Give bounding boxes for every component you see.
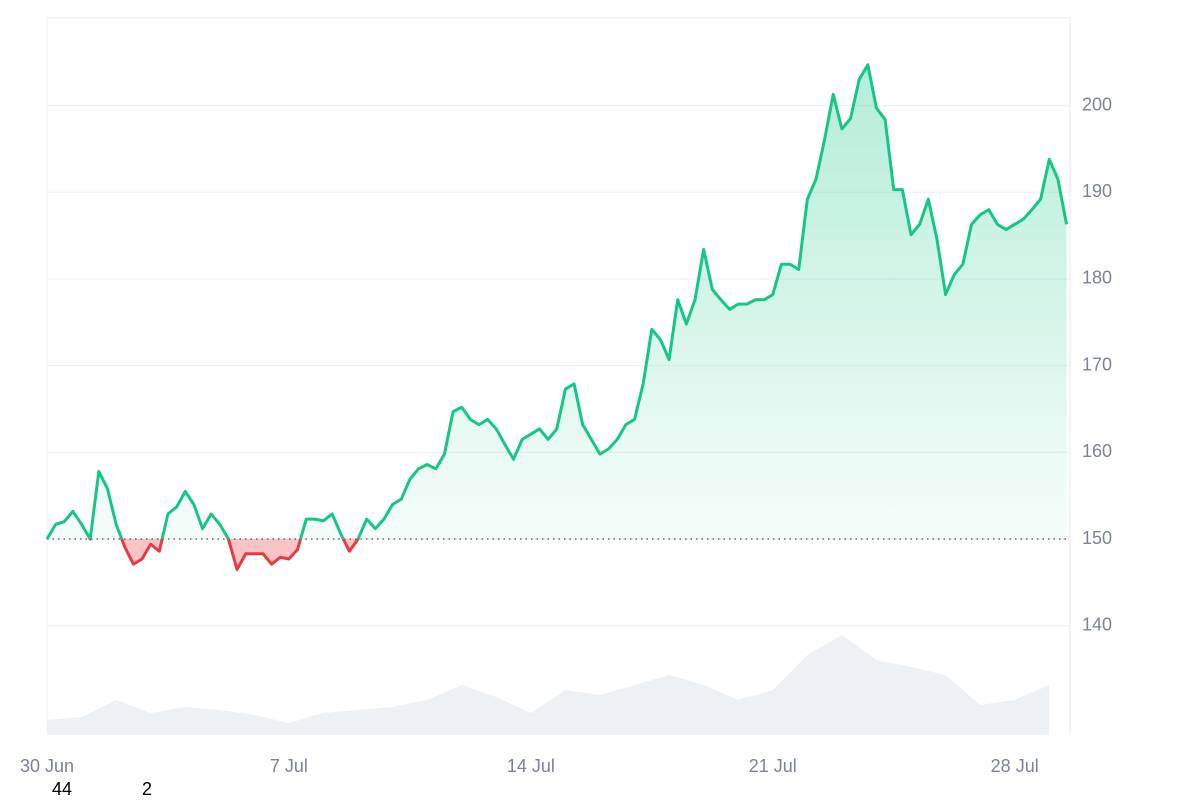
annotation: 2 [142,779,152,799]
y-tick-label: 160 [1082,441,1112,461]
x-tick-label: 28 Jul [991,756,1039,776]
x-tick-label: 7 Jul [270,756,308,776]
y-tick-label: 190 [1082,181,1112,201]
price-line [45,63,1069,571]
x-tick-label: 21 Jul [749,756,797,776]
y-tick-label: 150 [1082,528,1112,548]
y-tick-label: 200 [1082,94,1112,114]
x-tick-label: 14 Jul [507,756,555,776]
x-tick-label: 30 Jun [20,756,74,776]
volume-area [47,635,1050,735]
y-tick-label: 170 [1082,354,1112,374]
annotation: 44 [52,779,72,799]
plot [45,63,1070,735]
y-tick-label: 180 [1082,268,1112,288]
axes: 140 150 160 170 180 190 200 30 Jun 7 Jul 14 Jul 21… [20,94,1112,775]
y-tick-label: 140 [1082,615,1112,635]
